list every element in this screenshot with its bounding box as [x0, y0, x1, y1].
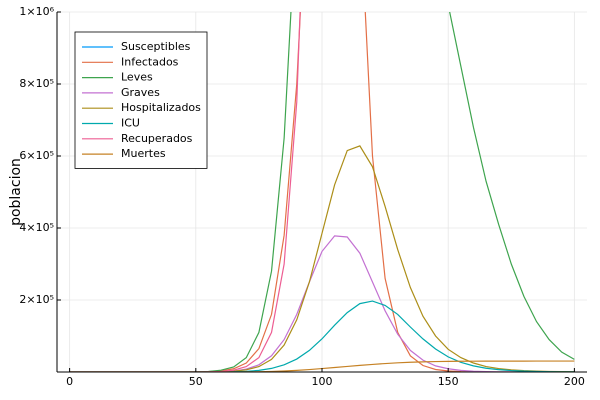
- legend-label: Graves: [121, 86, 160, 99]
- x-tick-label: 150: [438, 375, 459, 388]
- y-tick-label: 6×10⁵: [19, 149, 54, 162]
- legend-label: Muertes: [121, 147, 166, 160]
- y-tick-label: 1×10⁶: [19, 5, 54, 18]
- series-line: [69, 12, 575, 372]
- x-tick-label: 50: [189, 375, 203, 388]
- y-axis-label: poblacion: [8, 158, 24, 226]
- legend-label: Leves: [121, 71, 153, 84]
- series-line: [69, 145, 575, 372]
- y-tick-label: 4×10⁵: [19, 221, 54, 234]
- legend-label: Infectados: [121, 55, 179, 68]
- legend-label: Susceptibles: [121, 40, 191, 53]
- legend: Susceptibles Infectados Leves Graves Hospita…: [74, 31, 208, 169]
- series-line: [69, 300, 575, 372]
- y-tick-label: 2×10⁵: [19, 293, 54, 306]
- legend-label: Recuperados: [121, 132, 193, 145]
- legend-box: [74, 31, 208, 169]
- x-tick-label: 200: [564, 375, 585, 388]
- x-tick-label: 0: [66, 375, 73, 388]
- legend-label: Hospitalizados: [121, 101, 201, 114]
- x-tick-label: 100: [312, 375, 333, 388]
- legend-label: ICU: [121, 117, 140, 130]
- y-tick-label: 8×10⁵: [19, 77, 54, 90]
